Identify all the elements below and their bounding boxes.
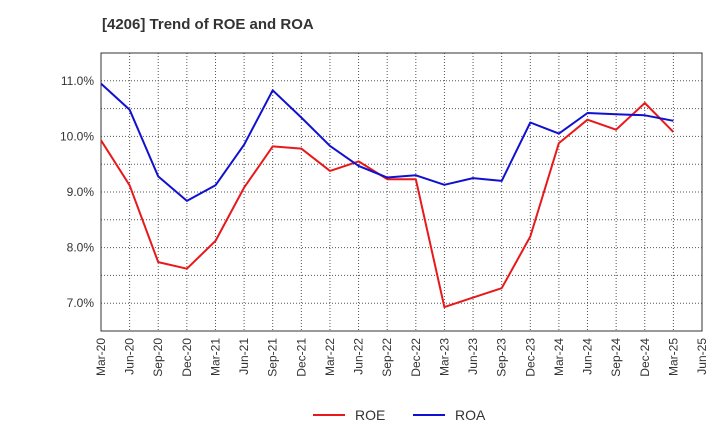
x-tick-label: Sep-22: [380, 338, 394, 377]
x-tick-label: Sep-20: [151, 338, 165, 377]
x-tick-label: Sep-24: [609, 338, 623, 377]
x-tick-label: Dec-24: [638, 338, 652, 377]
legend-label-roe: ROE: [355, 407, 385, 423]
x-tick-label: Jun-25: [695, 338, 709, 375]
x-tick-label: Dec-21: [294, 338, 308, 377]
x-tick-label: Sep-21: [266, 338, 280, 377]
x-tick-label: Mar-20: [94, 338, 108, 376]
plot-border: [100, 52, 703, 332]
chart-title: [4206] Trend of ROE and ROA: [102, 16, 314, 33]
x-tick-label: Mar-23: [437, 338, 451, 376]
x-tick-label: Mar-22: [323, 338, 337, 376]
x-tick-label: Sep-23: [495, 338, 509, 377]
legend-label-roa: ROA: [455, 407, 486, 423]
x-tick-label: Jun-24: [581, 338, 595, 375]
y-tick-label: 11.0%: [61, 74, 94, 88]
y-tick-label: 10.0%: [60, 129, 94, 143]
x-tick-label: Mar-24: [552, 338, 566, 376]
x-tick-label: Jun-22: [352, 338, 366, 375]
x-tick-label: Dec-23: [523, 338, 537, 377]
series-line-roe: [100, 102, 675, 309]
x-tick-label: Jun-21: [237, 338, 251, 375]
x-tick-label: Mar-25: [666, 338, 680, 376]
x-tick-label: Jun-20: [123, 338, 137, 375]
y-tick-label: 7.0%: [67, 296, 95, 310]
x-tick-label: Jun-23: [466, 338, 480, 375]
series-line-roa: [100, 82, 674, 202]
x-tick-label: Dec-20: [180, 338, 194, 377]
x-tick-label: Mar-21: [208, 338, 222, 376]
y-tick-label: 8.0%: [67, 241, 95, 255]
x-tick-label: Dec-22: [409, 338, 423, 377]
y-tick-label: 9.0%: [67, 185, 95, 199]
